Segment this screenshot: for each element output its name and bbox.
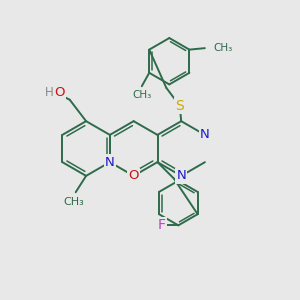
Text: F: F bbox=[158, 218, 165, 232]
Text: N: N bbox=[176, 169, 186, 182]
Text: CH₃: CH₃ bbox=[213, 43, 232, 53]
Text: S: S bbox=[175, 99, 184, 113]
Text: N: N bbox=[200, 128, 210, 141]
Text: N: N bbox=[105, 156, 115, 169]
Text: O: O bbox=[128, 169, 139, 182]
Text: CH₃: CH₃ bbox=[132, 89, 152, 100]
Text: CH₃: CH₃ bbox=[64, 197, 85, 207]
Text: O: O bbox=[54, 86, 64, 99]
Text: H: H bbox=[45, 86, 54, 99]
